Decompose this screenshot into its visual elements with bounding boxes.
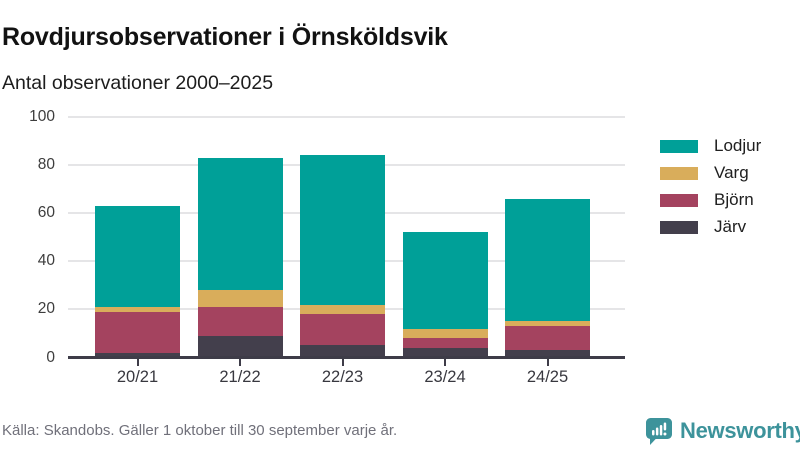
y-axis-tick-label: 60 (37, 204, 55, 222)
bar-segment-2021-bjrn (95, 311, 180, 353)
x-axis-tick-label: 21/22 (219, 368, 261, 386)
gridline-100 (68, 116, 625, 118)
x-axis-line (68, 356, 625, 359)
y-axis-tick-label: 100 (29, 108, 55, 125)
x-axis-tick (239, 359, 241, 366)
x-axis-tick-label: 20/21 (116, 368, 159, 386)
x-axis-tick (136, 359, 139, 366)
x-axis-tick-label: 22/23 (321, 368, 364, 386)
x-axis-tick (444, 359, 446, 366)
bar-segment-2425-bjrn (505, 326, 590, 351)
bar-segment-2223-jrv (300, 345, 385, 358)
y-axis-tick-label: 20 (37, 300, 55, 318)
bar-segment-2021-jrv (95, 352, 180, 358)
y-axis-tick-label: 0 (46, 348, 55, 366)
source-note: Källa: Skandobs. Gäller 1 oktober till 3… (2, 422, 398, 439)
bar-segment-2122-lodjur (197, 157, 283, 291)
bar-segment-2425-varg (505, 321, 590, 327)
newsworthy-wordmark: Newsworthy (680, 418, 800, 443)
y-axis-tick-label: 40 (37, 252, 55, 270)
chart-title: Rovdjursobservationer i Örnsköldsvik (2, 22, 448, 51)
bar-segment-2324-jrv (402, 347, 488, 358)
y-axis-tick-label: 80 (37, 156, 55, 174)
bar-segment-2122-bjrn (197, 306, 283, 336)
x-axis-tick (546, 359, 549, 366)
bar-segment-2122-jrv (197, 335, 283, 358)
bar-segment-2324-bjrn (402, 338, 488, 348)
newsworthy-logo: Newsworthy (644, 415, 800, 450)
newsworthy-icon (646, 418, 672, 445)
bar-segment-2425-lodjur (505, 198, 590, 322)
chart-subtitle: Antal observationer 2000–2025 (2, 72, 274, 94)
bar-segment-2223-lodjur (300, 155, 385, 305)
bar-segment-2021-lodjur (95, 205, 180, 307)
bar-segment-2223-varg (300, 304, 385, 315)
bar-segment-2021-varg (95, 306, 180, 312)
bar-segment-2425-jrv (505, 350, 590, 358)
x-axis-tick-label: 24/25 (526, 368, 569, 386)
bar-segment-2324-varg (402, 328, 488, 339)
bar-segment-2324-lodjur (402, 232, 488, 329)
x-axis-tick (341, 359, 344, 366)
bar-segment-2223-bjrn (300, 314, 385, 346)
x-axis-tick-label: 23/24 (424, 368, 466, 386)
bar-segment-2122-varg (197, 290, 283, 307)
